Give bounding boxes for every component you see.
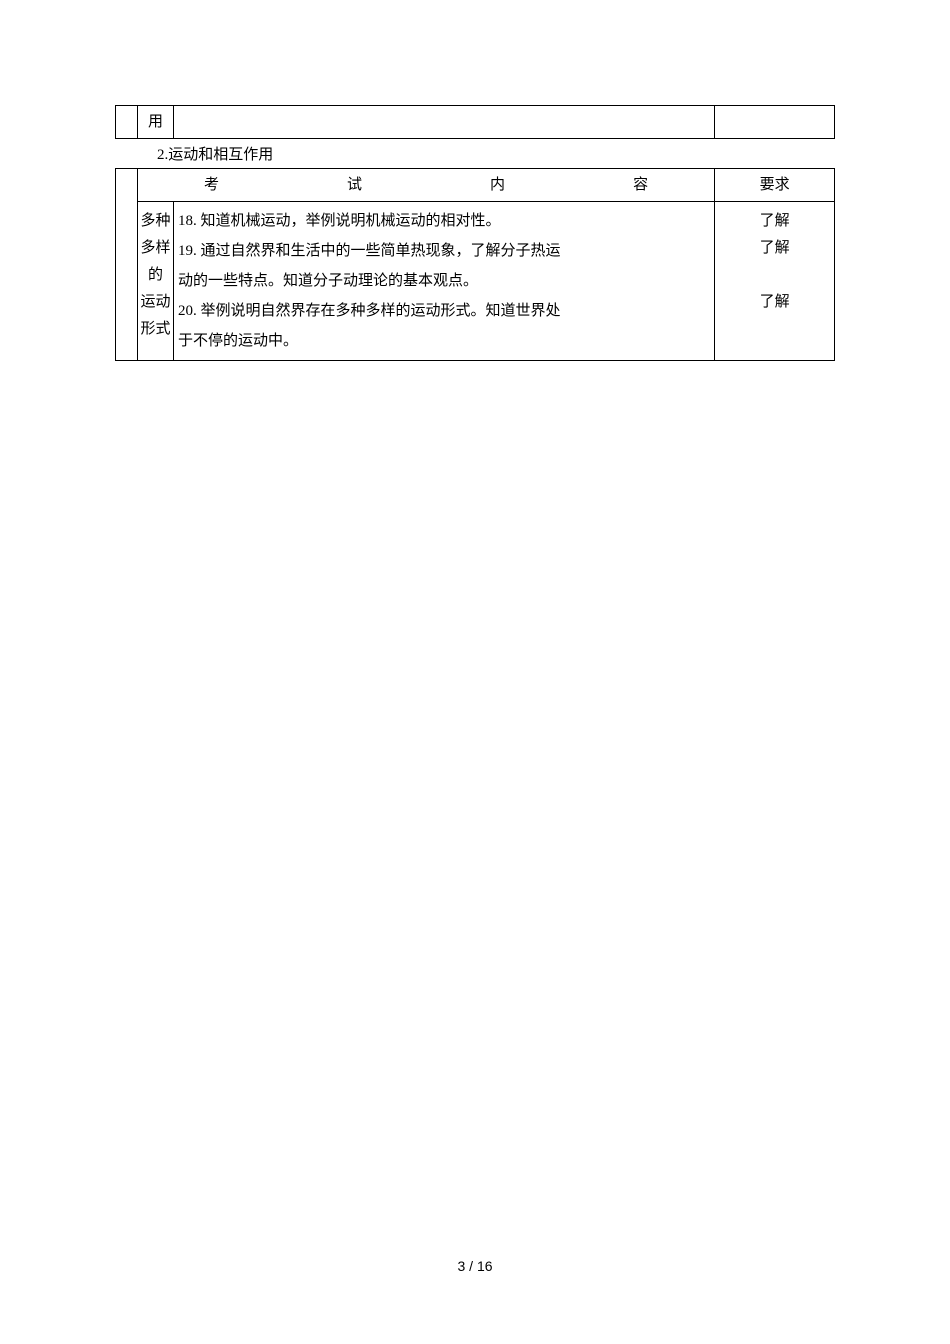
header-char: 考 [204, 173, 219, 197]
table-cell-requirement [715, 106, 835, 139]
requirement-line: 了解 [717, 235, 832, 262]
table-cell-requirement: 了解 了解 了解 [715, 202, 835, 361]
requirement-line: 了解 [717, 208, 832, 235]
table-cell-category: 用 [137, 106, 173, 139]
table-cell-empty [116, 169, 138, 361]
document-content: 用 2.运动和相互作用 考 试 内 容 要求 [115, 105, 835, 361]
content-line: 动的一些特点。知道分子动理论的基本观点。 [178, 266, 712, 296]
page-number: 3 / 16 [0, 1258, 950, 1274]
table-main: 考 试 内 容 要求 多种 多样 的 运动 形式 [115, 168, 835, 361]
requirement-line [717, 262, 832, 289]
header-text: 要求 [760, 177, 790, 193]
category-char: 形式 [140, 316, 171, 343]
content-text-container: 18. 知道机械运动，举例说明机械运动的相对性。 19. 通过自然界和生活中的一… [178, 206, 712, 356]
header-char: 容 [633, 173, 648, 197]
table-header-row: 考 试 内 容 要求 [116, 169, 835, 202]
content-line: 于不停的运动中。 [178, 326, 712, 356]
content-line: 18. 知道机械运动，举例说明机械运动的相对性。 [178, 206, 712, 236]
content-line: 20. 举例说明自然界存在多种多样的运动形式。知道世界处 [178, 296, 712, 326]
header-char: 试 [347, 173, 362, 197]
category-char: 多样 [140, 235, 171, 262]
table-cell-empty [116, 106, 138, 139]
table-cell-category: 多种 多样 的 运动 形式 [137, 202, 173, 361]
section-heading: 2.运动和相互作用 [157, 143, 835, 164]
content-line: 19. 通过自然界和生活中的一些简单热现象，了解分子热运 [178, 236, 712, 266]
cell-text: 用 [148, 114, 163, 130]
table-row: 用 [116, 106, 835, 139]
header-spread-container: 考 试 内 容 [140, 173, 712, 197]
table-cell-content [173, 106, 714, 139]
category-char: 多种 [140, 208, 171, 235]
category-char: 运动 [140, 289, 171, 316]
table-row: 多种 多样 的 运动 形式 18. 知道机械运动，举例说明机械运动的相对性。 1… [116, 202, 835, 361]
table-fragment-top: 用 [115, 105, 835, 139]
table-header-requirement: 要求 [715, 169, 835, 202]
requirement-container: 了解 了解 了解 [717, 206, 832, 345]
category-char: 的 [140, 262, 171, 289]
table-header-content: 考 试 内 容 [137, 169, 714, 202]
header-char: 内 [490, 173, 505, 197]
requirement-line [717, 316, 832, 343]
table-cell-content: 18. 知道机械运动，举例说明机械运动的相对性。 19. 通过自然界和生活中的一… [173, 202, 714, 361]
requirement-line: 了解 [717, 289, 832, 316]
category-label-container: 多种 多样 的 运动 形式 [140, 206, 171, 345]
